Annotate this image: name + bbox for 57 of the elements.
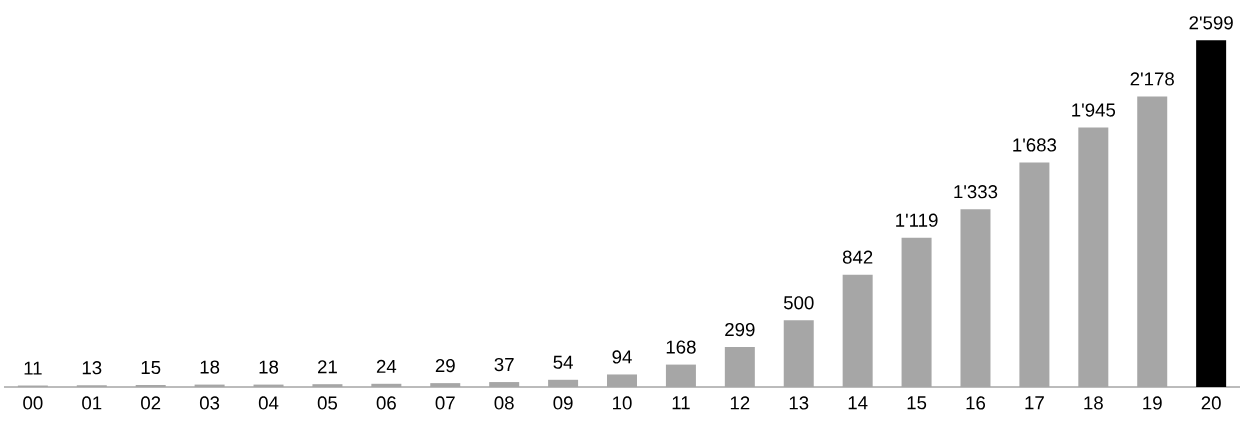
x-tick-label: 14	[848, 396, 868, 410]
data-label: 15	[141, 361, 161, 375]
x-tick-label: 12	[730, 396, 750, 410]
x-tick-label: 16	[966, 396, 986, 410]
bar	[312, 384, 343, 387]
data-label: 54	[553, 355, 573, 369]
data-label: 1'119	[896, 213, 938, 227]
data-label: 500	[783, 296, 814, 310]
bar	[1137, 96, 1168, 387]
bar	[1019, 162, 1050, 387]
x-tick-label: 05	[317, 396, 338, 410]
data-label: 29	[435, 358, 455, 373]
x-tick-label: 04	[258, 396, 279, 410]
data-label: 13	[82, 361, 102, 375]
data-label: 2'599	[1189, 16, 1233, 30]
x-tick-label: 13	[789, 396, 809, 410]
data-label: 1'945	[1072, 103, 1116, 117]
bar	[665, 364, 696, 387]
data-label: 1'683	[1013, 138, 1057, 152]
bar	[783, 320, 814, 387]
data-label: 94	[612, 350, 632, 364]
data-label: 11	[24, 361, 42, 375]
bar	[371, 383, 402, 387]
data-label: 21	[318, 360, 337, 374]
x-tick-label: 19	[1143, 396, 1162, 410]
x-tick-label: 06	[376, 396, 396, 410]
data-label: 18	[200, 360, 220, 374]
x-tick-label: 09	[553, 396, 573, 410]
bar	[607, 374, 638, 387]
x-tick-label: 00	[23, 396, 43, 410]
x-tick-label: 18	[1084, 396, 1103, 410]
bar	[724, 347, 755, 387]
x-tick-label: 07	[435, 396, 455, 410]
x-tick-label: 17	[1025, 396, 1044, 410]
bar	[548, 379, 579, 387]
bar	[901, 237, 932, 387]
data-label: 842	[842, 250, 873, 264]
x-tick-label: 01	[82, 396, 102, 410]
data-label: 299	[725, 322, 755, 337]
x-tick-label: 02	[141, 396, 161, 410]
bar	[430, 383, 461, 387]
x-tick-label: 11	[672, 396, 690, 410]
x-tick-label: 08	[494, 396, 514, 410]
data-label: 168	[666, 340, 696, 354]
data-label: 37	[494, 357, 514, 372]
data-label: 18	[259, 360, 279, 374]
bar	[960, 209, 991, 387]
data-label: 1'333	[954, 185, 998, 199]
x-tick-label: 03	[199, 396, 220, 410]
data-label: 24	[376, 359, 397, 373]
data-label: 2'178	[1130, 72, 1174, 86]
bar	[842, 274, 873, 387]
bar	[489, 382, 520, 387]
bar	[1078, 127, 1109, 387]
x-tick-label: 15	[907, 396, 927, 410]
x-tick-label: 10	[613, 396, 632, 410]
x-tick-label: 20	[1201, 396, 1221, 410]
